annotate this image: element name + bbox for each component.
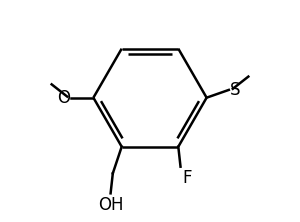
Text: S: S	[230, 81, 240, 99]
Text: OH: OH	[98, 196, 123, 214]
Text: F: F	[183, 169, 192, 187]
Text: O: O	[57, 89, 70, 107]
